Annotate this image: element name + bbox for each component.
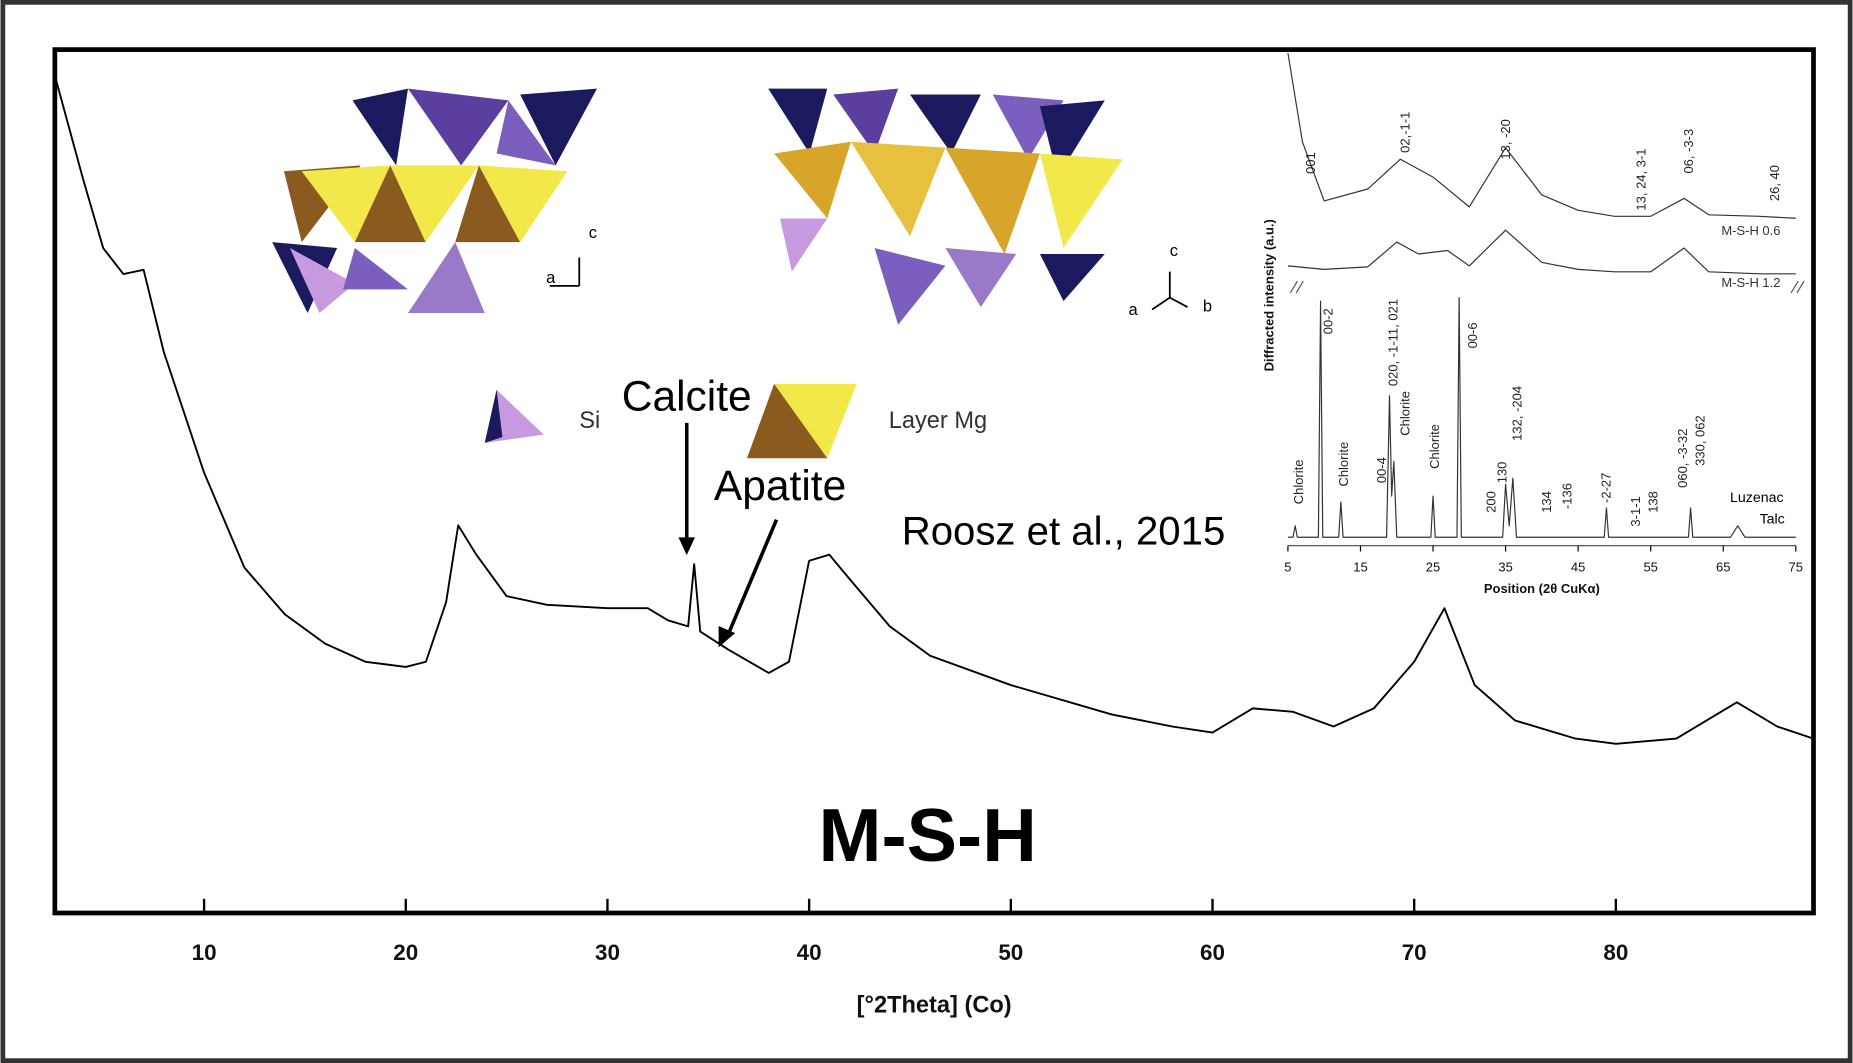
- peak-label: -2-27: [1598, 473, 1613, 503]
- x-tick-label: 35: [1498, 560, 1512, 575]
- x-tick-label: 15: [1353, 560, 1367, 575]
- axis-letter: c: [589, 223, 597, 242]
- x-tick-label: 80: [1603, 940, 1628, 965]
- peak-label: 001: [1303, 152, 1318, 174]
- peak-label: 330, 062: [1693, 415, 1708, 466]
- x-tick-label: 60: [1200, 940, 1225, 965]
- annotation: Talc: [1760, 511, 1785, 527]
- axis-break: [1289, 280, 1805, 294]
- axis-letter: c: [1170, 241, 1178, 260]
- x-axis-label: [°2Theta] (Co): [857, 993, 1012, 1019]
- annotation: Calcite: [622, 373, 752, 420]
- peak-label: Chlorite: [1336, 442, 1351, 487]
- axis-letter: a: [546, 268, 556, 287]
- x-tick-label: 70: [1402, 940, 1427, 965]
- structure-left: [272, 88, 597, 313]
- peak-label: 200: [1484, 491, 1499, 513]
- peak-label: Chlorite: [1397, 391, 1412, 436]
- peak-label: 020, -1-11, 021: [1386, 299, 1401, 386]
- peak-label: 13, -20: [1498, 119, 1513, 159]
- plot-frame: [52, 47, 1816, 916]
- annotation: M-S-H: [819, 794, 1037, 878]
- peak-label: 02,-1-1: [1397, 112, 1412, 153]
- legend-label: Layer Mg: [889, 408, 987, 434]
- structure-axes: [549, 257, 1188, 311]
- peak-label: 060, -3-32: [1675, 429, 1690, 488]
- series-label: M-S-H 0.6: [1721, 223, 1780, 238]
- peak-label: 134: [1539, 491, 1554, 513]
- peak-label: 26, 40: [1767, 165, 1782, 201]
- annotation: Roosz et al., 2015: [902, 508, 1226, 553]
- x-tick-label: 30: [595, 940, 620, 965]
- x-tick-label: 75: [1789, 560, 1803, 575]
- data-line: [1287, 52, 1796, 219]
- x-tick-label: 50: [998, 940, 1023, 965]
- x-tick-label: 25: [1426, 560, 1440, 575]
- y-axis-label: Diffracted intensity (a.u.): [1262, 219, 1277, 371]
- peak-label: 00-4: [1374, 457, 1389, 483]
- peak-label: 06, -3-3: [1681, 129, 1696, 174]
- x-tick-label: 5: [1284, 560, 1291, 575]
- data-line: [53, 75, 1814, 745]
- x-tick-label: 20: [393, 940, 418, 965]
- peak-label: 13, 24, 3-1: [1634, 148, 1649, 210]
- axis-letter: b: [1203, 296, 1212, 315]
- peak-label: Chlorite: [1427, 424, 1442, 469]
- peak-label: -136: [1559, 483, 1574, 509]
- legend-label: Si: [579, 408, 600, 434]
- peak-label: 138: [1646, 491, 1661, 513]
- x-tick-label: 55: [1643, 560, 1657, 575]
- peak-label: Chlorite: [1291, 460, 1306, 505]
- peak-label: 130: [1494, 462, 1509, 484]
- structure-legend-icons: [484, 383, 857, 459]
- peak-label: 00-2: [1321, 308, 1336, 334]
- x-tick-label: 40: [797, 940, 822, 965]
- x-tick-label: 65: [1716, 560, 1730, 575]
- annotation: Apatite: [714, 463, 846, 510]
- structure-right: [768, 88, 1123, 325]
- annotation-arrows: [678, 422, 779, 648]
- peak-label: 00-6: [1465, 322, 1480, 348]
- peak-label: 132, -204: [1510, 386, 1525, 441]
- peak-label: 3-1-1: [1628, 496, 1643, 526]
- axis-letter: a: [1128, 300, 1138, 319]
- data-line: [1287, 229, 1796, 275]
- series-label: M-S-H 1.2: [1721, 275, 1780, 290]
- x-tick-label: 10: [192, 940, 217, 965]
- x-tick-label: 45: [1571, 560, 1585, 575]
- annotation: Luzenac: [1730, 490, 1784, 506]
- x-axis-label: Position (2θ CuKα): [1484, 581, 1600, 596]
- data-line: [1287, 297, 1796, 538]
